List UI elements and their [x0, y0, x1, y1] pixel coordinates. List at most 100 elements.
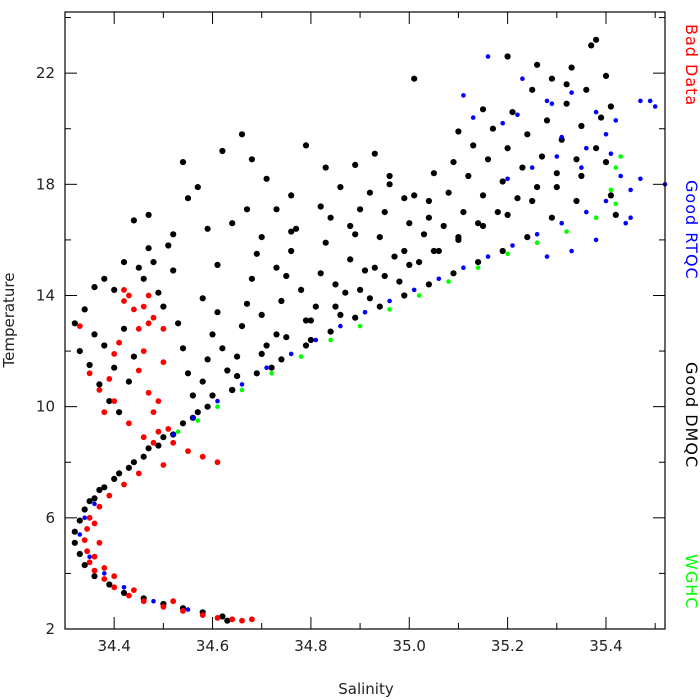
point-good-dmqc [273, 331, 280, 338]
point-good-rtqc [603, 132, 609, 137]
point-good-dmqc [440, 222, 447, 230]
point-good-rtqc [529, 165, 535, 170]
point-good-dmqc [263, 175, 270, 182]
point-good-dmqc [411, 75, 418, 82]
point-good-dmqc [155, 442, 162, 449]
x-tick-label: 34.8 [294, 637, 327, 655]
point-good-dmqc [435, 247, 442, 255]
point-good-dmqc [111, 364, 118, 371]
point-good-rtqc [638, 176, 643, 182]
point-bad-data [140, 303, 147, 310]
point-good-dmqc [194, 184, 201, 191]
point-good-rtqc [102, 571, 107, 576]
point-good-dmqc [179, 345, 187, 352]
point-good-dmqc [219, 345, 226, 352]
point-bad-data [131, 306, 137, 313]
x-tick-label: 35.0 [393, 637, 426, 655]
point-bad-data [91, 553, 98, 560]
point-bad-data [249, 616, 255, 623]
point-good-dmqc [268, 364, 275, 371]
point-good-dmqc [401, 292, 408, 299]
point-good-dmqc [71, 320, 78, 327]
point-good-dmqc [209, 392, 216, 399]
point-good-dmqc [475, 259, 482, 266]
point-good-dmqc [243, 206, 251, 213]
point-good-dmqc [602, 72, 610, 79]
point-bad-data [111, 351, 118, 357]
point-bad-data [199, 612, 206, 618]
point-bad-data [140, 434, 147, 441]
point-bad-data [229, 616, 236, 623]
point-good-dmqc [371, 150, 378, 157]
point-good-dmqc [366, 189, 373, 196]
point-good-rtqc [608, 151, 614, 156]
point-good-dmqc [352, 314, 359, 321]
point-good-rtqc [554, 154, 560, 159]
point-good-dmqc [140, 275, 147, 282]
point-good-rtqc [534, 232, 540, 237]
point-good-dmqc [71, 528, 78, 535]
point-good-dmqc [347, 256, 354, 263]
point-good-dmqc [130, 217, 137, 224]
point-bad-data [160, 359, 167, 366]
point-good-dmqc [534, 61, 541, 68]
point-good-dmqc [135, 264, 142, 271]
point-good-rtqc [461, 265, 466, 271]
point-good-dmqc [529, 197, 536, 205]
point-bad-data [180, 608, 186, 614]
point-good-dmqc [76, 348, 83, 355]
legend-wghc: WGHC [682, 554, 700, 609]
point-bad-data [101, 565, 108, 571]
point-good-dmqc [111, 286, 118, 293]
point-good-dmqc [342, 289, 349, 296]
point-good-dmqc [504, 53, 511, 60]
point-good-rtqc [436, 276, 442, 282]
point-good-dmqc [81, 506, 88, 513]
point-good-dmqc [278, 297, 285, 305]
point-wghc [505, 251, 510, 257]
point-good-dmqc [386, 181, 393, 188]
point-good-dmqc [401, 247, 408, 255]
point-good-dmqc [470, 142, 477, 149]
point-good-dmqc [593, 145, 600, 152]
point-good-dmqc [243, 300, 251, 307]
point-good-rtqc [288, 351, 294, 357]
point-good-dmqc [101, 342, 108, 349]
point-good-dmqc [504, 145, 511, 152]
point-good-rtqc [628, 187, 633, 193]
point-good-dmqc [607, 192, 615, 199]
point-good-rtqc [647, 98, 653, 104]
point-good-dmqc [357, 206, 364, 213]
point-good-dmqc [509, 109, 516, 116]
point-bad-data [140, 598, 147, 605]
point-bad-data [116, 339, 122, 346]
point-good-dmqc [91, 495, 98, 502]
point-good-rtqc [559, 134, 564, 140]
point-good-dmqc [96, 486, 103, 494]
point-good-rtqc [638, 98, 643, 104]
point-good-dmqc [293, 225, 300, 232]
point-good-dmqc [175, 320, 182, 327]
point-good-rtqc [485, 254, 491, 259]
point-bad-data [214, 615, 221, 621]
point-good-dmqc [234, 353, 241, 360]
point-good-dmqc [150, 259, 157, 266]
point-good-dmqc [209, 331, 216, 338]
point-good-dmqc [258, 350, 265, 357]
point-good-rtqc [544, 254, 550, 259]
point-bad-data [86, 514, 93, 521]
point-bad-data [84, 526, 90, 532]
point-good-rtqc [338, 323, 343, 329]
point-good-dmqc [116, 470, 123, 477]
point-bad-data [121, 481, 127, 488]
point-good-rtqc [569, 90, 574, 95]
point-good-dmqc [361, 267, 369, 274]
point-good-dmqc [91, 331, 98, 338]
point-good-dmqc [543, 117, 551, 124]
point-good-rtqc [92, 501, 97, 507]
point-bad-data [101, 409, 108, 416]
point-good-dmqc [317, 270, 324, 277]
point-good-dmqc [529, 86, 536, 93]
